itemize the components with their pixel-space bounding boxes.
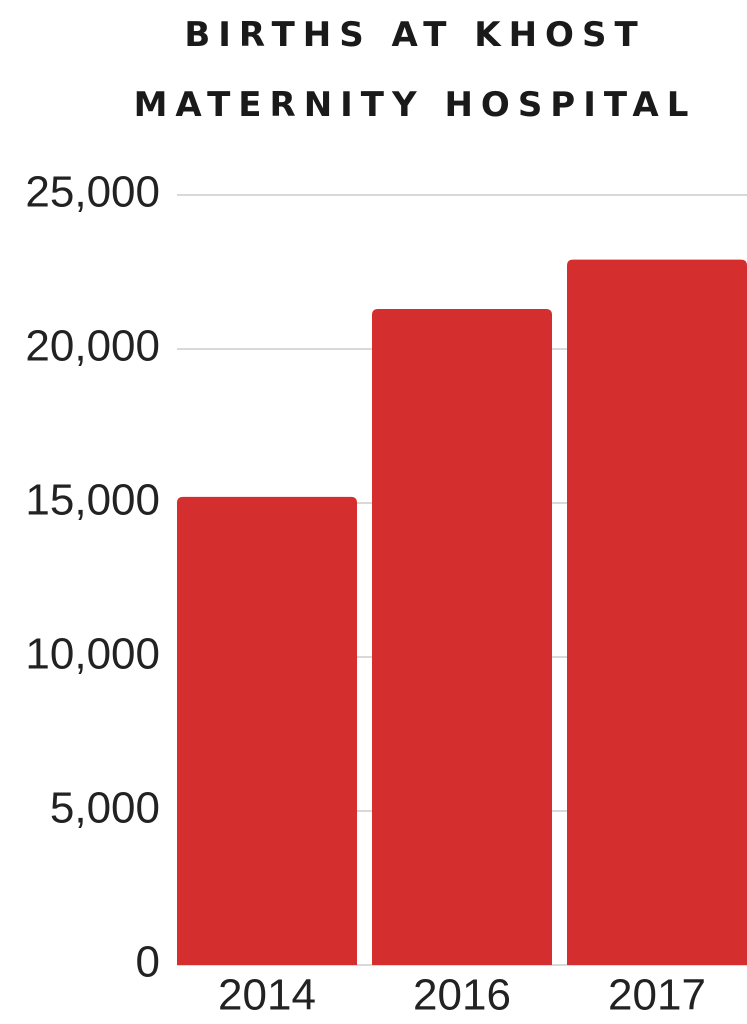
bar [177,496,357,965]
chart-title: BIRTHS AT KHOST MATERNITY HOSPITAL [133,15,697,125]
bar [567,259,747,965]
y-tick-label: 20,000 [25,322,160,371]
y-tick-label: 5,000 [50,784,160,833]
y-tick-label: 15,000 [25,476,160,525]
y-tick-label: 0 [136,938,160,987]
x-tick-label: 2014 [218,971,316,1020]
bar [372,308,552,966]
y-tick-label: 10,000 [25,630,160,679]
x-tick-label: 2017 [608,971,706,1020]
x-tick-label: 2016 [413,971,511,1020]
y-tick-label: 25,000 [25,168,160,217]
